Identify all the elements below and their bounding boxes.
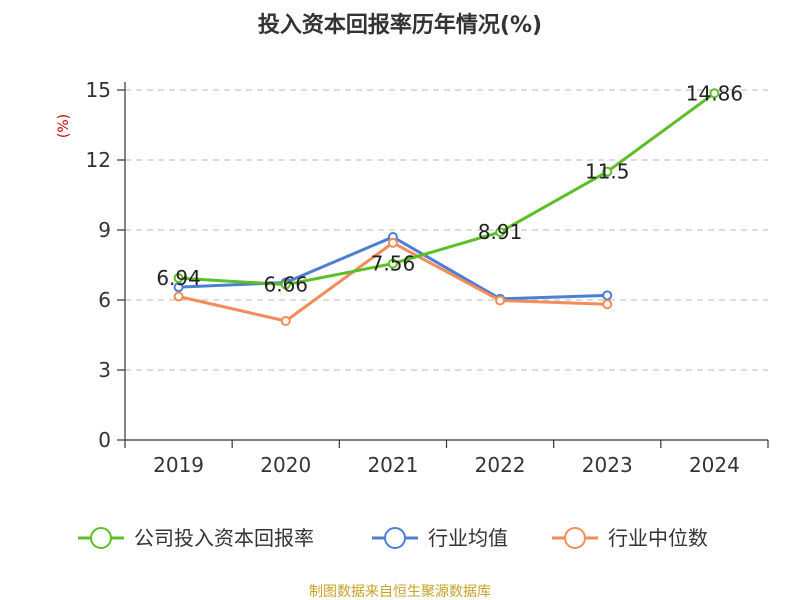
series-line <box>178 92 716 287</box>
y-tick-label: 3 <box>98 358 111 382</box>
legend-label: 公司投入资本回报率 <box>134 526 314 550</box>
data-point[interactable] <box>602 166 613 177</box>
y-tick-label: 9 <box>98 218 111 242</box>
legend-item[interactable]: 行业均值 <box>372 526 508 550</box>
x-tick-label: 2019 <box>153 453 204 477</box>
data-label: 6.94 <box>156 266 201 290</box>
x-tick-label: 2023 <box>582 453 633 477</box>
legend-marker <box>90 527 112 549</box>
data-labels: 6.94 6.66 7.56 8.91 11.5 14.86 <box>156 81 743 296</box>
y-tick-label: 0 <box>98 428 111 452</box>
data-point[interactable] <box>602 299 613 310</box>
data-point[interactable] <box>173 291 184 302</box>
data-point[interactable] <box>280 316 291 326</box>
source-note: 制图数据来自恒生聚源数据库 <box>309 584 491 600</box>
y-tick-label: 6 <box>98 288 111 312</box>
data-point[interactable] <box>173 273 184 284</box>
legend-label: 行业中位数 <box>608 526 708 550</box>
x-tick-label: 2022 <box>475 453 526 477</box>
data-point[interactable] <box>387 237 398 248</box>
y-tick-label: 12 <box>86 148 111 172</box>
legend-marker <box>384 527 406 549</box>
y-axis-label: (%) <box>56 114 72 138</box>
data-point[interactable] <box>602 290 613 301</box>
x-tick-label: 2021 <box>367 453 418 477</box>
legend[interactable]: 公司投入资本回报率 行业均值 行业中位数 <box>78 526 708 550</box>
data-label: 11.5 <box>585 160 630 184</box>
data-point[interactable] <box>709 88 720 99</box>
legend-item[interactable]: 行业中位数 <box>552 526 708 550</box>
data-label: 6.66 <box>263 273 308 297</box>
legend-label: 行业均值 <box>428 526 508 550</box>
data-label: 7.56 <box>371 252 416 276</box>
data-point[interactable] <box>495 227 506 238</box>
x-tick-label: 2024 <box>689 453 740 477</box>
y-tick-label: 15 <box>86 78 111 102</box>
x-tick-label: 2020 <box>260 453 311 477</box>
legend-item[interactable]: 公司投入资本回报率 <box>78 526 314 550</box>
series-lines <box>173 88 720 326</box>
data-point[interactable] <box>173 282 184 293</box>
axes: 0 3 6 9 12 15 2019 2020 2021 2022 2023 2024 <box>86 78 769 477</box>
grid-lines <box>125 89 768 371</box>
data-label: 8.91 <box>478 220 523 244</box>
data-point[interactable] <box>280 279 291 290</box>
legend-marker <box>564 527 586 549</box>
data-label: 14.86 <box>686 81 743 105</box>
chart-title: 投入资本回报率历年情况(%) <box>258 12 542 38</box>
data-point[interactable] <box>387 258 398 269</box>
data-point[interactable] <box>495 295 506 306</box>
